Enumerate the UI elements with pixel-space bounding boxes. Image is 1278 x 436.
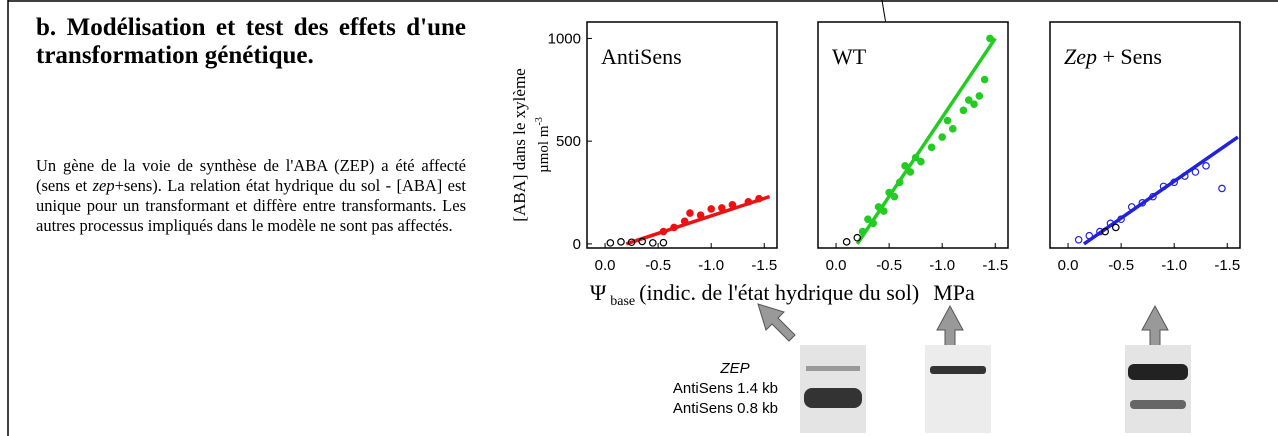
y-unit: µmol m-3 <box>534 117 552 173</box>
text: base <box>610 294 635 309</box>
y-label: [ABA] dans le xylème <box>510 68 529 221</box>
point <box>729 202 735 208</box>
point <box>881 208 887 214</box>
point <box>928 144 934 150</box>
x-tick-label: -0.5 <box>876 257 902 274</box>
point <box>907 169 913 175</box>
gel-label: AntiSens 1.4 kb <box>673 380 778 397</box>
text: (indic. de l'état hydrique du sol) <box>639 280 919 305</box>
text: MPa <box>933 280 975 305</box>
point <box>897 179 903 185</box>
point <box>660 228 666 234</box>
point <box>870 220 876 226</box>
text: WT <box>832 44 867 69</box>
text: Ψ <box>590 280 607 305</box>
point <box>697 212 703 218</box>
point <box>671 224 677 230</box>
y-tick-label: 500 <box>556 133 581 150</box>
point <box>745 199 751 205</box>
text: AntiSens <box>601 44 682 69</box>
point <box>687 210 693 216</box>
gel-band <box>930 366 986 374</box>
point <box>859 228 865 234</box>
gel-label: AntiSens 0.8 kb <box>673 400 778 417</box>
panel-title: Zep + Sens <box>1064 44 1162 69</box>
point <box>960 107 966 113</box>
point <box>944 117 950 123</box>
point <box>950 126 956 132</box>
point <box>681 218 687 224</box>
x-tick-label: 0.0 <box>1058 257 1079 274</box>
point <box>708 206 714 212</box>
gel-band <box>1130 400 1186 409</box>
gel-lane <box>1125 345 1191 433</box>
x-tick-label: -1.5 <box>751 257 777 274</box>
text: Zep <box>1064 44 1097 69</box>
panel-title: AntiSens <box>601 44 682 69</box>
gel-band <box>1128 364 1188 380</box>
figure: [ABA] dans le xylème µmol m-3 Ψbase (indi… <box>0 0 1278 436</box>
gray-arrow <box>758 304 795 341</box>
point <box>987 35 993 41</box>
x-tick-label: -1.0 <box>698 257 724 274</box>
point <box>939 134 945 140</box>
point <box>981 76 987 82</box>
x-tick-label: -1.0 <box>929 257 955 274</box>
y-tick-label: 1000 <box>548 30 581 47</box>
gel-band <box>806 366 860 371</box>
gel-lane <box>925 345 991 433</box>
point <box>756 195 762 201</box>
point <box>918 159 924 165</box>
x-tick-label: -1.5 <box>982 257 1008 274</box>
x-tick-label: -0.5 <box>1108 257 1134 274</box>
point <box>976 93 982 99</box>
text: µmol m <box>536 125 552 173</box>
x-tick-label: 0.0 <box>826 257 847 274</box>
gel-title: ZEP <box>719 360 749 377</box>
x-tick-label: -0.5 <box>645 257 671 274</box>
slide: b. Modélisation et test des effets d'une… <box>0 0 1278 436</box>
x-tick-label: -1.5 <box>1214 257 1240 274</box>
text: + Sens <box>1097 44 1162 69</box>
text: -3 <box>534 117 545 125</box>
y-tick-label: 0 <box>573 236 581 253</box>
point <box>891 193 897 199</box>
point <box>971 101 977 107</box>
gel-band <box>804 388 862 408</box>
panel-title: WT <box>832 44 867 69</box>
point <box>902 163 908 169</box>
x-tick-label: -1.0 <box>1161 257 1187 274</box>
x-tick-label: 0.0 <box>595 257 616 274</box>
point <box>719 205 725 211</box>
